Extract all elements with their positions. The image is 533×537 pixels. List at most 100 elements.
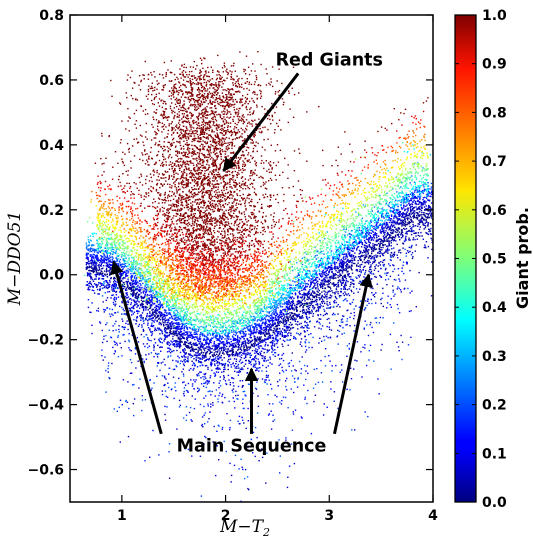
data-point (153, 302, 156, 305)
data-point (112, 290, 114, 292)
data-point (327, 267, 329, 270)
data-point (219, 334, 221, 337)
data-point (110, 233, 112, 236)
data-point (95, 256, 97, 258)
data-point (269, 358, 272, 360)
data-point (123, 263, 126, 265)
data-point (371, 187, 373, 189)
data-point (422, 192, 424, 194)
data-point (98, 277, 101, 280)
data-point (427, 223, 429, 225)
data-point (364, 257, 366, 259)
data-point (127, 280, 130, 282)
data-point (183, 351, 185, 353)
data-point (273, 327, 275, 329)
data-point (230, 340, 232, 343)
data-point (332, 276, 334, 278)
data-point (319, 274, 322, 276)
data-point (286, 306, 289, 308)
data-point (409, 208, 412, 211)
data-point (357, 237, 359, 239)
data-point (274, 302, 276, 304)
data-point (96, 259, 98, 262)
data-point (247, 407, 249, 410)
data-point (154, 294, 156, 296)
data-point (312, 290, 314, 292)
data-point (308, 270, 311, 272)
data-point (204, 347, 206, 349)
data-point (396, 191, 398, 193)
data-point (101, 229, 103, 231)
data-point (182, 317, 184, 319)
data-point (95, 259, 98, 261)
data-point (400, 186, 402, 188)
data-point (254, 323, 256, 325)
data-point (205, 364, 208, 367)
data-point (382, 246, 384, 249)
data-point (415, 206, 417, 208)
data-point (226, 337, 229, 339)
data-point (186, 322, 188, 324)
data-point (240, 357, 243, 359)
data-point (384, 251, 386, 253)
data-point (199, 346, 202, 348)
data-point (339, 306, 341, 308)
data-point (296, 301, 298, 303)
data-point (341, 261, 343, 263)
data-point (281, 311, 283, 314)
data-point (212, 332, 214, 334)
data-point (301, 315, 303, 317)
data-point (163, 338, 166, 340)
data-point (130, 279, 133, 281)
data-point (145, 309, 147, 311)
data-point (135, 283, 137, 285)
data-point (275, 281, 278, 283)
data-point (417, 232, 420, 234)
data-point (125, 287, 127, 289)
data-point (353, 236, 356, 238)
data-point (327, 304, 329, 307)
data-point (282, 309, 284, 311)
data-point (380, 298, 382, 301)
data-point (137, 295, 139, 298)
data-point (392, 221, 394, 224)
data-point (264, 357, 266, 360)
data-point (397, 234, 399, 236)
data-point (241, 354, 243, 356)
data-point (338, 254, 341, 256)
data-point (155, 304, 157, 307)
data-point (175, 314, 177, 317)
data-point (300, 341, 302, 343)
data-point (116, 259, 119, 261)
data-point (200, 344, 202, 346)
data-point (214, 358, 216, 360)
data-point (259, 332, 261, 334)
data-point (389, 235, 391, 237)
data-point (364, 265, 366, 268)
data-point (127, 284, 129, 286)
data-point (430, 207, 432, 210)
data-point (281, 313, 283, 316)
data-point (429, 195, 431, 197)
data-point (285, 300, 288, 303)
data-point (124, 295, 127, 298)
data-point (112, 251, 115, 253)
data-point (339, 260, 341, 262)
data-point (99, 322, 102, 324)
data-point (192, 329, 194, 331)
data-point (86, 221, 89, 223)
data-point (170, 340, 172, 342)
data-point (360, 230, 362, 232)
data-point (396, 234, 399, 236)
data-point (167, 318, 169, 321)
data-point (364, 261, 366, 264)
data-point (310, 282, 313, 285)
data-point (237, 318, 240, 320)
data-point (91, 261, 93, 264)
data-point (120, 296, 123, 298)
data-point (343, 263, 345, 265)
data-point (146, 289, 148, 291)
data-point (415, 306, 417, 308)
data-point (408, 195, 410, 198)
data-point (211, 322, 213, 324)
